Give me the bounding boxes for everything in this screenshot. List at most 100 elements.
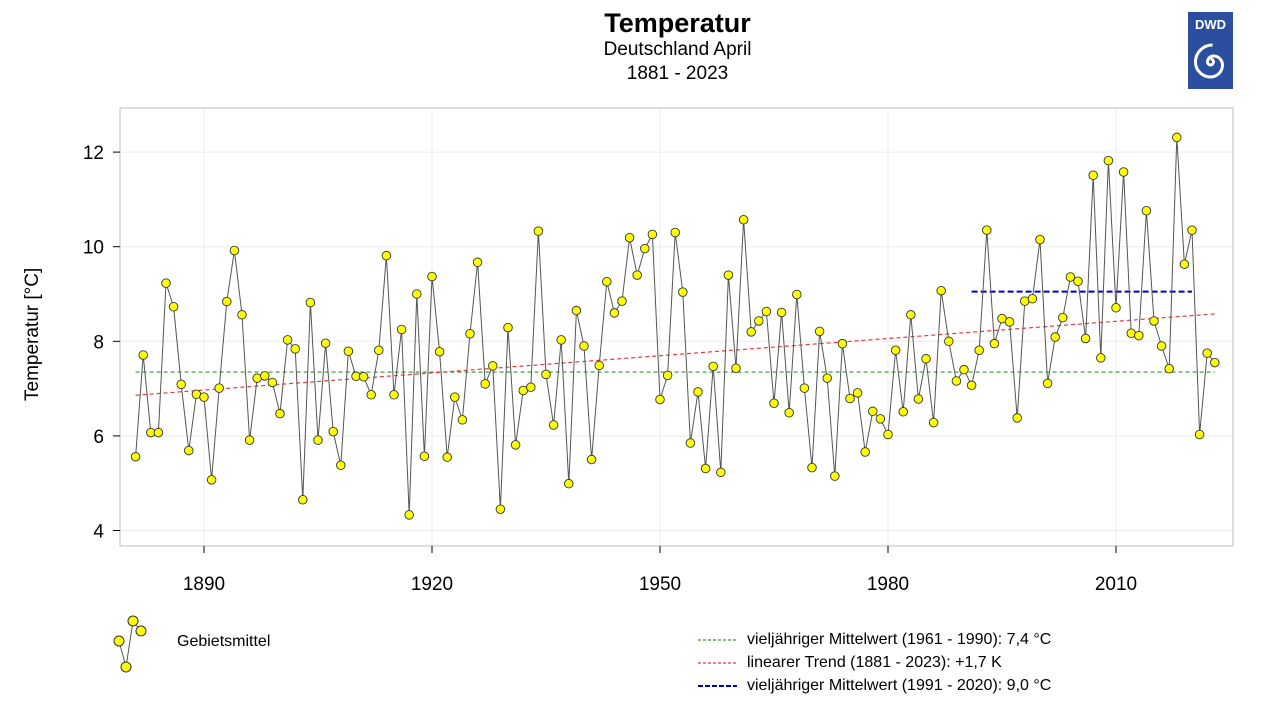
data-point-1884	[153, 427, 164, 438]
data-point-1895	[237, 310, 247, 320]
data-point-1892	[214, 383, 224, 393]
legend-points-marker	[113, 615, 147, 673]
data-point-1961	[738, 214, 749, 225]
data-point-1962	[746, 327, 756, 337]
data-point-2005	[1073, 276, 1083, 286]
data-point-1886	[168, 302, 179, 312]
x-tick-label: 1890	[183, 574, 225, 595]
data-point-1915	[389, 389, 399, 400]
data-point-2023	[1210, 357, 1220, 368]
legend-point	[135, 625, 147, 637]
y-tick-label: 8	[93, 332, 104, 353]
data-point-1991	[966, 380, 977, 391]
data-point-1938	[564, 478, 574, 489]
data-point-1890	[199, 392, 209, 402]
data-point-1946	[624, 232, 635, 243]
data-point-1906	[320, 338, 331, 348]
data-point-1964	[761, 306, 772, 317]
data-point-1956	[700, 463, 711, 474]
data-point-2008	[1096, 353, 1106, 363]
y-tick-label: 4	[93, 522, 104, 543]
legend-point	[113, 635, 125, 647]
x-tick-label: 2010	[1095, 574, 1137, 595]
y-tick-label: 10	[83, 238, 104, 259]
data-point-1920	[427, 271, 437, 282]
data-point-1960	[731, 363, 741, 374]
data-point-1903	[298, 495, 308, 505]
data-point-1951	[662, 370, 673, 381]
data-point-1987	[936, 285, 946, 296]
data-point-1917	[404, 510, 414, 520]
data-point-2016	[1156, 341, 1167, 351]
data-point-2003	[1058, 312, 1068, 323]
data-point-1944	[609, 308, 620, 318]
data-point-1936	[548, 420, 559, 430]
chart-title: Temperatur	[604, 8, 751, 38]
data-point-2009	[1103, 155, 1114, 166]
dwd-logo: DWD	[1188, 12, 1233, 89]
data-point-1925	[465, 328, 475, 339]
data-point-1989	[951, 376, 962, 386]
data-point-2022	[1202, 348, 1212, 358]
data-point-1975	[845, 393, 855, 404]
data-point-1908	[336, 460, 346, 470]
data-point-1947	[632, 270, 642, 280]
data-point-1888	[184, 445, 194, 456]
data-point-1994	[989, 338, 1000, 349]
data-point-1974	[837, 338, 848, 349]
data-point-1893	[222, 296, 232, 307]
data-point-1980	[883, 429, 893, 440]
data-point-2000	[1035, 234, 1045, 245]
data-point-1982	[898, 407, 908, 417]
data-point-1940	[579, 341, 589, 351]
reference-line-trend	[135, 313, 1215, 396]
data-point-1899	[267, 377, 278, 388]
data-point-1901	[282, 335, 293, 345]
chart-subtitle-region: Deutschland April	[603, 39, 752, 60]
data-point-1997	[1012, 413, 1022, 423]
data-point-2013	[1134, 330, 1144, 341]
data-point-2011	[1118, 167, 1129, 177]
data-point-1882	[138, 350, 148, 360]
data-point-1993	[982, 225, 992, 235]
data-point-1912	[366, 389, 376, 400]
legend-label-trend: linearer Trend (1881 - 2023): +1,7 K	[747, 654, 1002, 671]
data-point-1913	[374, 345, 384, 356]
data-point-2017	[1164, 363, 1174, 374]
data-point-1916	[396, 324, 407, 335]
data-point-1885	[161, 278, 171, 288]
dwd-logo-text: DWD	[1195, 17, 1226, 32]
data-point-1918	[412, 289, 422, 299]
data-point-1985	[921, 354, 931, 364]
data-point-1966	[776, 307, 787, 318]
data-point-1969	[799, 383, 810, 393]
data-point-2001	[1042, 378, 1053, 389]
data-point-1923	[450, 392, 460, 402]
data-point-2004	[1065, 272, 1076, 282]
data-point-1949	[647, 229, 658, 240]
data-point-1887	[176, 379, 186, 390]
legend-point	[120, 661, 132, 673]
data-point-2010	[1111, 302, 1121, 313]
data-point-1902	[290, 344, 300, 354]
series-points-gebietsmittel	[130, 132, 1220, 520]
data-point-1986	[928, 417, 939, 428]
data-point-1924	[457, 415, 468, 425]
legend-label-mean-1961-1990: vieljähriger Mittelwert (1961 - 1990): 7…	[747, 631, 1052, 648]
data-point-1972	[822, 373, 832, 383]
data-point-1909	[343, 346, 354, 356]
data-point-1931	[510, 440, 521, 450]
data-point-1896	[244, 435, 255, 445]
data-point-1929	[495, 504, 506, 514]
grid	[120, 108, 1233, 546]
data-point-1926	[472, 257, 483, 268]
reference-lines	[135, 290, 1215, 396]
data-point-1939	[571, 305, 582, 316]
data-point-1957	[708, 361, 718, 372]
data-point-1955	[693, 387, 703, 397]
data-point-1999	[1027, 293, 1038, 304]
data-point-1992	[974, 345, 984, 356]
x-tick-label: 1950	[639, 574, 681, 595]
data-point-1927	[480, 379, 490, 389]
